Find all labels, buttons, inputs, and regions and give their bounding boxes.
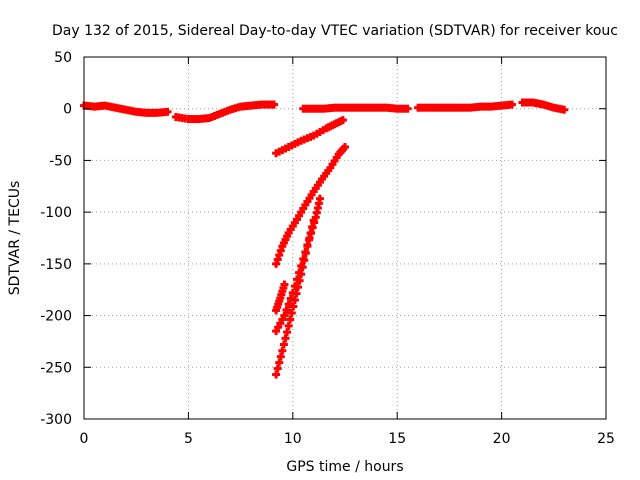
data-point-marker: [272, 259, 281, 268]
data-series: [272, 142, 349, 268]
y-tick-label: -100: [40, 205, 72, 221]
x-tick-label: 10: [284, 431, 302, 447]
data-point-marker: [303, 242, 312, 251]
y-tick-label: -200: [40, 309, 72, 325]
y-axis-title: SDTVAR / TECUs: [7, 181, 23, 296]
data-point-marker: [309, 216, 318, 225]
data-point-marker: [289, 302, 298, 311]
data-point-marker: [275, 251, 284, 260]
chart-title: Day 132 of 2015, Sidereal Day-to-day VTE…: [52, 23, 618, 39]
data-point-marker: [341, 142, 349, 151]
y-tick-label: -150: [40, 257, 72, 273]
y-tick-label: 0: [63, 102, 72, 118]
data-point-marker: [295, 276, 304, 285]
y-tick-label: -250: [40, 360, 72, 376]
data-point-marker: [290, 296, 299, 305]
data-point-marker: [304, 235, 313, 244]
y-tick-label: 50: [54, 50, 72, 66]
data-point-marker: [294, 283, 303, 292]
data-series: [414, 100, 517, 112]
data-point-marker: [298, 263, 307, 272]
data-point-marker: [283, 328, 292, 337]
y-tick-label: -50: [49, 153, 72, 169]
data-point-marker: [508, 100, 517, 109]
plot-frame: [83, 56, 607, 420]
data-point-marker: [292, 289, 301, 298]
y-tick-label: -300: [40, 412, 72, 428]
data-point-marker: [338, 116, 347, 125]
data-point-marker: [278, 346, 287, 355]
data-series: [272, 116, 347, 158]
data-point-marker: [276, 246, 285, 255]
data-point-marker: [284, 321, 293, 330]
data-point-marker: [300, 256, 309, 265]
x-tick-label: 20: [493, 431, 511, 447]
data-series: [299, 103, 412, 113]
data-point-marker: [272, 370, 281, 379]
data-point-marker: [279, 340, 288, 349]
data-series: [80, 101, 172, 117]
data-point-marker: [308, 222, 317, 231]
data-point-marker: [287, 308, 296, 317]
x-tick-label: 5: [184, 431, 193, 447]
data-points: [80, 98, 569, 379]
data-point-marker: [281, 334, 290, 343]
data-point-marker: [270, 100, 279, 109]
data-point-marker: [280, 311, 289, 320]
data-point-marker: [280, 280, 289, 289]
data-point-marker: [560, 105, 569, 114]
data-series: [171, 100, 279, 124]
data-series: [518, 98, 569, 114]
grid-lines: [84, 57, 606, 419]
data-series: [272, 280, 289, 315]
data-point-marker: [284, 300, 293, 309]
x-tick-label: 15: [388, 431, 406, 447]
x-tick-label: 25: [597, 431, 615, 447]
data-point-marker: [286, 294, 295, 303]
data-point-marker: [163, 107, 172, 116]
data-point-marker: [301, 249, 310, 258]
x-axis-title: GPS time / hours: [286, 459, 403, 475]
data-point-marker: [297, 270, 306, 279]
x-tick-label: 0: [80, 431, 89, 447]
axes: 0 5 10 15 20 25 50 0 -50 -100 -150 -200 -250 -300: [40, 50, 615, 447]
data-point-marker: [315, 194, 324, 203]
data-point-marker: [273, 255, 282, 264]
data-point-marker: [276, 352, 285, 361]
data-series: [272, 216, 318, 379]
data-point-marker: [282, 305, 291, 314]
data-point-marker: [286, 315, 295, 324]
data-point-marker: [275, 358, 284, 367]
data-point-marker: [403, 104, 412, 113]
data-point-marker: [306, 229, 315, 238]
data-point-marker: [273, 364, 282, 373]
